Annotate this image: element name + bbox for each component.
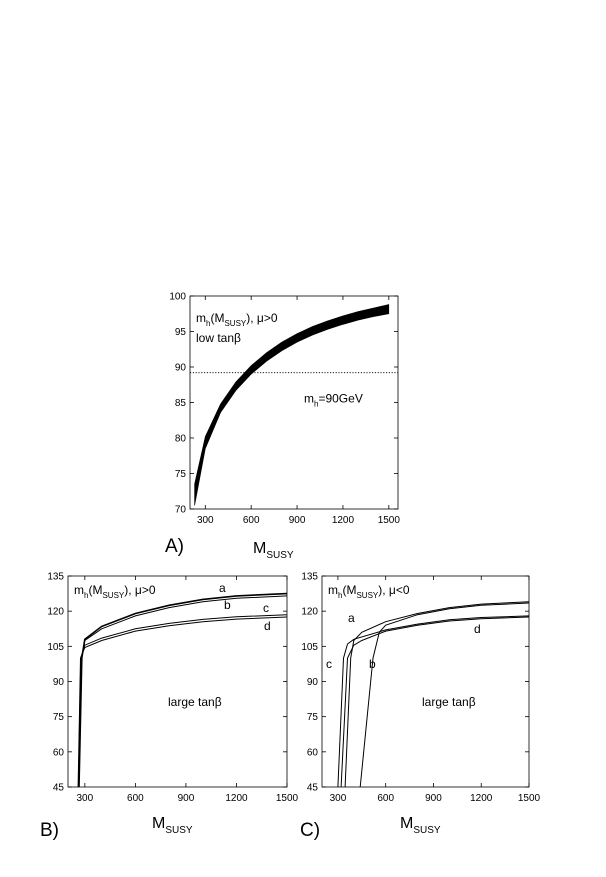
y-tick-label: 75 bbox=[53, 712, 65, 723]
x-axis-label: MSUSY bbox=[253, 540, 294, 561]
series-label-c: c bbox=[326, 657, 332, 671]
title-title-end: ), μ<0 bbox=[378, 583, 410, 597]
title-title-sub1: h bbox=[84, 591, 88, 600]
title-title-mid: (M bbox=[210, 311, 224, 325]
y-tick-label: 45 bbox=[53, 783, 65, 794]
x-tick-label: 600 bbox=[243, 515, 260, 526]
x-tick-label: 900 bbox=[178, 793, 195, 804]
x-axis-label-sub: SUSY bbox=[413, 825, 441, 836]
y-tick-label: 80 bbox=[175, 434, 187, 445]
y-tick-label: 45 bbox=[307, 783, 319, 794]
y-tick-label: 135 bbox=[301, 572, 318, 583]
y-tick-label: 135 bbox=[47, 572, 64, 583]
regime-label: low tanβ bbox=[196, 331, 241, 345]
y-tick-label: 70 bbox=[175, 505, 187, 516]
series-label-c: c bbox=[263, 601, 269, 615]
series-line-b bbox=[359, 602, 530, 788]
series-line-a bbox=[78, 592, 288, 788]
title-title-main: m bbox=[196, 311, 206, 325]
x-axis-label-main: M bbox=[400, 815, 413, 832]
title-title-sub2: SUSY bbox=[102, 591, 124, 600]
y-tick-label: 85 bbox=[175, 398, 187, 409]
y-tick-label: 120 bbox=[47, 607, 64, 618]
x-tick-label: 1500 bbox=[518, 793, 541, 804]
panel-label: A) bbox=[165, 536, 184, 557]
series-label-a: a bbox=[348, 611, 355, 625]
x-axis-label: MSUSY bbox=[152, 815, 193, 836]
y-tick-label: 95 bbox=[175, 327, 187, 338]
panel-title: mh(MSUSY), μ<0 bbox=[328, 583, 410, 600]
panel-label: C) bbox=[300, 820, 320, 841]
y-tick-label: 105 bbox=[301, 642, 318, 653]
y-tick-label: 90 bbox=[53, 677, 65, 688]
title-title-end: ), μ>0 bbox=[124, 583, 156, 597]
title-title-main: m bbox=[74, 583, 84, 597]
y-tick-label: 90 bbox=[175, 363, 187, 374]
x-tick-label: 600 bbox=[127, 793, 144, 804]
regime-label: large tanβ bbox=[422, 695, 476, 709]
panel-label: B) bbox=[40, 820, 59, 841]
panel-title: mh(MSUSY), μ>0 bbox=[74, 583, 156, 600]
x-tick-label: 900 bbox=[289, 515, 306, 526]
y-tick-label: 90 bbox=[307, 677, 319, 688]
series-line-a bbox=[344, 601, 530, 788]
y-tick-label: 75 bbox=[175, 469, 187, 480]
series-label-d: d bbox=[264, 619, 271, 633]
x-axis-label-sub: SUSY bbox=[165, 825, 193, 836]
x-tick-label: 1200 bbox=[332, 515, 355, 526]
reference-label: mh=90GeV bbox=[304, 392, 363, 409]
x-axis-label-main: M bbox=[253, 540, 266, 557]
title-title-mid: (M bbox=[342, 583, 356, 597]
series-label-b: b bbox=[369, 657, 376, 671]
title-title-main: m bbox=[328, 583, 338, 597]
x-axis-label-sub: SUSY bbox=[266, 550, 294, 561]
series-line-d bbox=[340, 616, 530, 788]
x-tick-label: 900 bbox=[425, 793, 442, 804]
plot-frame bbox=[67, 575, 288, 788]
x-tick-label: 600 bbox=[377, 793, 394, 804]
y-tick-label: 120 bbox=[301, 607, 318, 618]
title-title-sub2: SUSY bbox=[356, 591, 378, 600]
x-tick-label: 300 bbox=[197, 515, 214, 526]
series-line-c bbox=[337, 615, 530, 788]
mh-band bbox=[194, 304, 390, 506]
reference-label-ref-main: m bbox=[304, 392, 314, 406]
title-title-sub1: h bbox=[206, 319, 210, 328]
x-tick-label: 1200 bbox=[470, 793, 493, 804]
plot-frame bbox=[321, 575, 530, 788]
reference-label-ref-end: =90GeV bbox=[318, 392, 362, 406]
series-label-b: b bbox=[224, 598, 231, 612]
x-tick-label: 1500 bbox=[378, 515, 401, 526]
title-title-sub1: h bbox=[338, 591, 342, 600]
y-tick-label: 60 bbox=[53, 747, 65, 758]
x-tick-label: 300 bbox=[77, 793, 94, 804]
y-tick-label: 105 bbox=[47, 642, 64, 653]
series-label-a: a bbox=[219, 581, 226, 595]
y-tick-label: 75 bbox=[307, 712, 319, 723]
panel-title: mh(MSUSY), μ>0 bbox=[196, 311, 278, 328]
x-axis-label: MSUSY bbox=[400, 815, 441, 836]
y-tick-label: 100 bbox=[169, 292, 186, 303]
x-tick-label: 1500 bbox=[276, 793, 299, 804]
x-axis-label-main: M bbox=[152, 815, 165, 832]
title-title-sub2: SUSY bbox=[224, 319, 246, 328]
series-line-d bbox=[77, 616, 288, 788]
plot-frame bbox=[189, 295, 399, 510]
x-tick-label: 300 bbox=[330, 793, 347, 804]
reference-label-ref-sub: h bbox=[314, 400, 318, 409]
title-title-mid: (M bbox=[88, 583, 102, 597]
x-tick-label: 1200 bbox=[225, 793, 248, 804]
regime-label: large tanβ bbox=[168, 695, 222, 709]
series-label-d: d bbox=[474, 622, 481, 636]
title-title-end: ), μ>0 bbox=[246, 311, 278, 325]
y-tick-label: 60 bbox=[307, 747, 319, 758]
